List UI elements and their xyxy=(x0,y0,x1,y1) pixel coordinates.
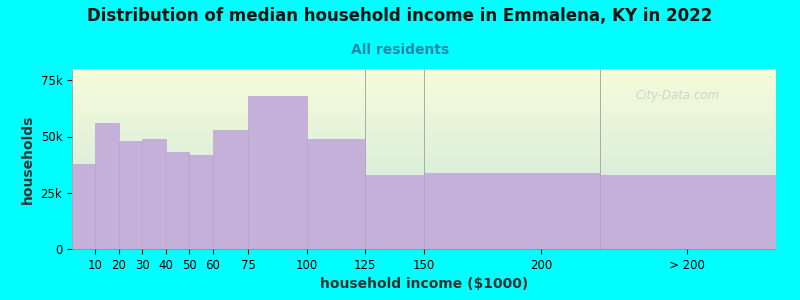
Bar xyxy=(366,175,424,249)
Bar xyxy=(600,175,776,249)
Bar xyxy=(306,139,366,249)
Text: City-Data.com: City-Data.com xyxy=(635,89,719,103)
Text: Distribution of median household income in Emmalena, KY in 2022: Distribution of median household income … xyxy=(87,8,713,26)
Bar xyxy=(166,152,190,249)
Bar xyxy=(95,123,119,249)
Text: All residents: All residents xyxy=(351,44,449,58)
Bar xyxy=(72,164,95,249)
Bar xyxy=(119,141,142,249)
Bar xyxy=(248,96,306,249)
Bar xyxy=(190,154,213,249)
Bar xyxy=(213,130,248,249)
X-axis label: household income ($1000): household income ($1000) xyxy=(320,277,528,291)
Y-axis label: households: households xyxy=(21,114,35,204)
Bar xyxy=(424,172,600,249)
Bar xyxy=(142,139,166,249)
